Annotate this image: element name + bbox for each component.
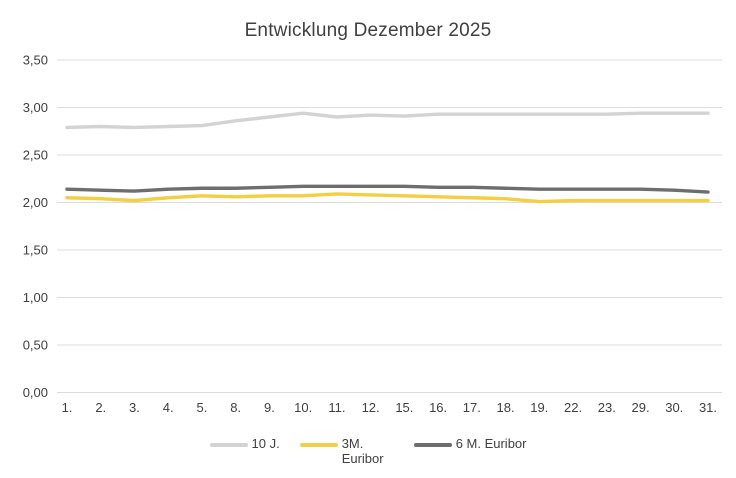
x-axis-tick-label: 23. <box>598 400 616 415</box>
x-axis-tick-label: 1. <box>62 400 73 415</box>
legend-item-10j: 10 J. <box>209 436 280 451</box>
y-axis-tick-label: 3,00 <box>23 100 48 115</box>
y-axis-tick-label: 0,50 <box>23 338 48 353</box>
legend-swatch-3m-euribor <box>299 443 338 447</box>
x-axis-tick-label: 15. <box>395 400 413 415</box>
x-axis-tick-label: 22. <box>564 400 582 415</box>
x-axis-tick-label: 31. <box>699 400 717 415</box>
x-axis-tick-label: 18. <box>497 400 515 415</box>
x-axis-tick-label: 10. <box>294 400 312 415</box>
x-axis-tick-label: 4. <box>163 400 174 415</box>
y-axis-tick-label: 0,00 <box>23 385 48 400</box>
x-axis-tick-label: 11. <box>328 400 345 415</box>
x-axis-tick-label: 30. <box>665 400 683 415</box>
series-line-1 <box>65 192 710 204</box>
legend-label-10j: 10 J. <box>251 436 280 451</box>
legend-swatch-6m-euribor <box>413 443 452 447</box>
legend-label-6m-euribor: 6 M. Euribor <box>455 436 527 451</box>
chart-title: Entwicklung Dezember 2025 <box>244 20 492 41</box>
legend-item-6m-euribor: 6 M. Euribor <box>413 436 527 451</box>
x-axis-tick-label: 12. <box>362 400 380 415</box>
x-axis-tick-label: 19. <box>530 400 548 415</box>
y-axis-tick-label: 3,50 <box>23 53 48 68</box>
series-line-0 <box>65 111 710 130</box>
legend-item-3m-euribor: 3M. Euribor <box>299 436 394 466</box>
legend: 10 J. 3M. Euribor 6 M. Euribor <box>0 436 736 466</box>
x-axis-tick-label: 8. <box>230 400 241 415</box>
x-axis-tick-label: 3. <box>129 400 140 415</box>
y-axis-tick-label: 2,00 <box>23 195 48 210</box>
legend-swatch-10j <box>209 443 248 447</box>
x-axis-tick-label: 2. <box>95 400 106 415</box>
y-axis-tick-label: 1,50 <box>23 243 48 258</box>
series-line-2 <box>65 184 710 194</box>
x-axis-tick-label: 29. <box>631 400 649 415</box>
x-axis-tick-label: 9. <box>264 400 275 415</box>
y-axis-tick-label: 2,50 <box>23 148 48 163</box>
x-axis-tick-label: 16. <box>429 400 447 415</box>
x-axis-tick-label: 5. <box>197 400 208 415</box>
y-axis-tick-label: 1,00 <box>23 290 48 305</box>
x-axis-tick-label: 17. <box>463 400 481 415</box>
legend-label-3m-euribor: 3M. Euribor <box>341 436 384 466</box>
